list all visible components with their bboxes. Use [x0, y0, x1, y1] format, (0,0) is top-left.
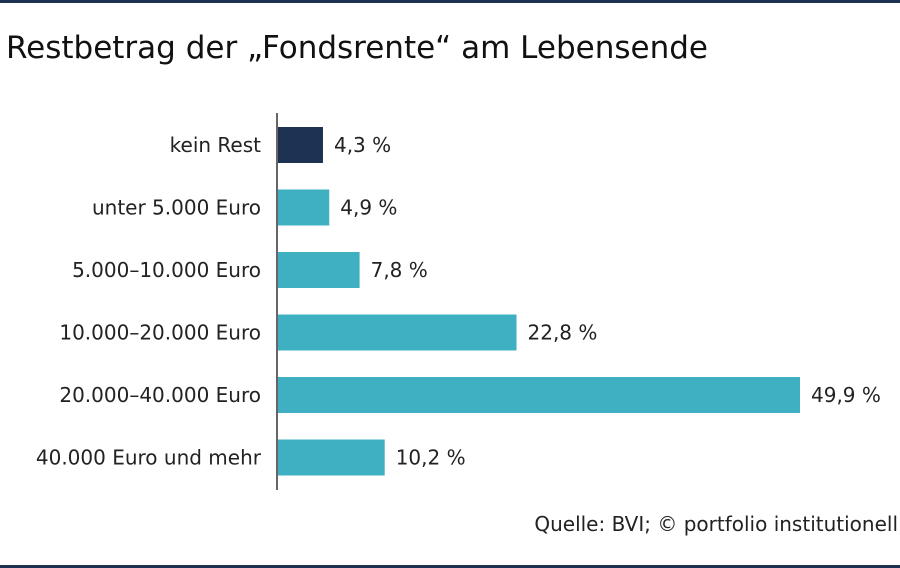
value-label: 10,2 % — [396, 446, 466, 470]
value-label: 49,9 % — [811, 383, 881, 407]
category-label: kein Rest — [170, 133, 261, 157]
chart-title: Restbetrag der „Fondsrente“ am Lebensend… — [6, 30, 708, 66]
category-label: 5.000–10.000 Euro — [72, 258, 261, 282]
top-rule — [0, 0, 900, 3]
category-label: 20.000–40.000 Euro — [59, 383, 261, 407]
value-label: 4,9 % — [340, 196, 397, 220]
source-note: Quelle: BVI; © portfolio institutionell — [534, 512, 898, 536]
bar — [278, 127, 323, 163]
bar — [278, 377, 800, 413]
bar — [278, 189, 330, 226]
bar — [278, 252, 360, 288]
bottom-rule — [0, 565, 900, 568]
category-label: 40.000 Euro und mehr — [36, 446, 262, 470]
value-label: 22,8 % — [528, 321, 598, 345]
value-label: 7,8 % — [371, 258, 428, 282]
bar — [278, 439, 385, 476]
bar — [278, 314, 517, 351]
category-label: 10.000–20.000 Euro — [59, 321, 261, 345]
value-label: 4,3 % — [334, 133, 391, 157]
category-label: unter 5.000 Euro — [92, 196, 261, 220]
